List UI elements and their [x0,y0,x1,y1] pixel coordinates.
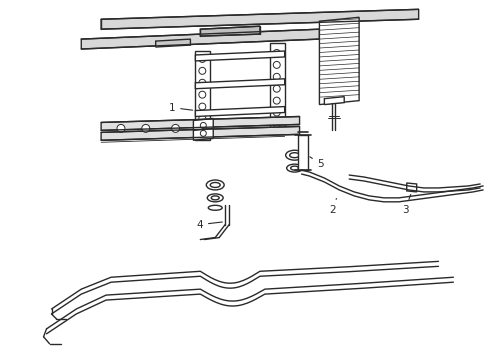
Circle shape [273,50,280,57]
Polygon shape [193,118,213,130]
Polygon shape [200,26,259,36]
Polygon shape [195,51,210,140]
Text: 1: 1 [168,103,192,113]
Circle shape [273,85,280,92]
Text: 3: 3 [401,194,410,215]
Circle shape [273,62,280,68]
Circle shape [142,125,149,132]
Ellipse shape [210,183,220,188]
Text: 5: 5 [309,157,324,169]
Circle shape [199,91,205,98]
Ellipse shape [208,205,222,210]
Ellipse shape [206,180,224,190]
Circle shape [273,109,280,116]
Ellipse shape [289,153,299,158]
Polygon shape [101,9,418,29]
Circle shape [117,125,124,132]
Polygon shape [195,79,284,89]
Circle shape [273,97,280,104]
Ellipse shape [285,150,303,160]
Circle shape [199,79,205,86]
Circle shape [199,55,205,62]
Text: 4: 4 [196,220,222,230]
Polygon shape [81,29,319,49]
Ellipse shape [211,196,219,200]
Circle shape [171,125,179,132]
Circle shape [199,103,205,110]
Polygon shape [193,129,213,140]
Ellipse shape [207,194,223,202]
Polygon shape [269,43,284,132]
Polygon shape [155,39,190,47]
Polygon shape [195,51,284,61]
Ellipse shape [290,166,298,170]
Polygon shape [297,135,307,170]
Polygon shape [324,96,344,105]
Text: 2: 2 [328,198,336,215]
Circle shape [199,67,205,74]
Circle shape [273,121,280,128]
Circle shape [273,73,280,80]
Polygon shape [101,117,299,130]
Ellipse shape [286,164,302,172]
Circle shape [199,127,205,134]
Polygon shape [101,126,299,140]
Polygon shape [406,183,416,192]
Circle shape [199,115,205,122]
Polygon shape [195,107,284,117]
Polygon shape [319,17,358,105]
